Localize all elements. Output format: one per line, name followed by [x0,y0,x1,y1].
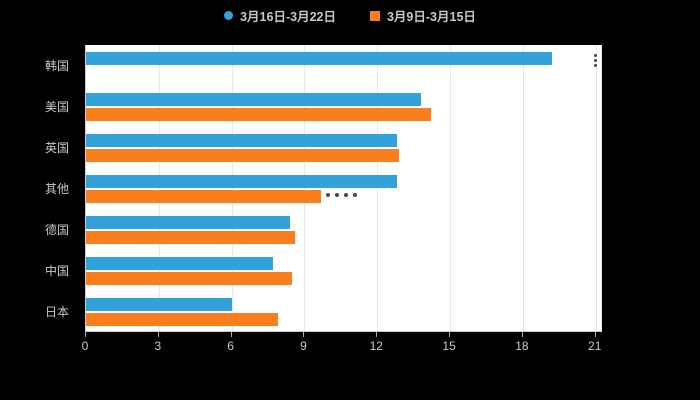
x-axis-tick-mark [594,332,596,337]
x-axis-tick-label: 12 [369,339,383,353]
gridline [158,45,160,331]
y-axis-label: 德国 [44,223,69,237]
gridline [231,45,233,331]
bar-current-week [86,51,553,65]
bar-previous-week [86,312,278,326]
x-axis-tick-label: 0 [81,339,89,353]
bar-previous-week [86,148,400,162]
ellipsis-dots [326,193,362,198]
bar-current-week [86,297,232,311]
x-axis-tick-mark [157,332,159,337]
y-axis-label: 英国 [44,141,69,155]
gridline [304,45,306,331]
y-axis-label: 美国 [44,100,69,114]
y-axis-labels: 韩国美国英国其他德国中国日本 [0,45,79,332]
legend-item-mar16-22[interactable]: 3月16日-3月22日 [224,6,336,25]
x-axis-tick-mark [85,332,86,337]
legend-circle-marker-icon [224,11,234,20]
bar-current-week [86,133,397,147]
bar-current-week [86,256,273,270]
x-axis-tick-label: 21 [588,339,602,353]
y-axis-label: 中国 [44,264,69,278]
legend-label-mar9-15: 3月9日-3月15日 [386,10,476,24]
x-axis-tick-label: 6 [227,339,234,353]
plot-area [85,45,602,332]
x-axis-tick-mark [521,332,523,337]
x-axis-tick-label: 9 [300,339,307,353]
y-axis-label: 其他 [44,182,69,196]
bar-previous-week [86,230,295,244]
legend-item-mar9-15[interactable]: 3月9日-3月15日 [369,6,476,25]
x-axis-tick-mark [376,332,378,337]
bar-current-week [86,215,290,229]
x-axis-tick-mark [303,332,305,337]
x-axis-tick-label: 3 [154,339,162,353]
legend: 3月16日-3月22日 3月9日-3月15日 [0,6,700,25]
gridline [377,45,379,331]
x-axis-tick-label: 18 [515,339,529,353]
legend-label-mar16-22: 3月16日-3月22日 [240,10,336,24]
y-axis-label: 韩国 [44,59,69,73]
bar-current-week [86,92,421,106]
gridline [450,45,452,331]
bar-previous-week [86,107,431,121]
gridline [522,45,524,331]
bar-previous-week [86,189,322,203]
x-axis-tick-mark [449,332,451,337]
x-axis-tick-label: 15 [442,339,456,353]
legend-square-marker-icon [369,10,380,21]
y-axis-label: 日本 [44,305,69,319]
chart-context-menu-icon[interactable] [594,54,598,69]
gridline [595,45,597,331]
x-axis-tick-mark [230,332,232,337]
bar-current-week [86,174,397,188]
bar-previous-week [86,271,293,285]
